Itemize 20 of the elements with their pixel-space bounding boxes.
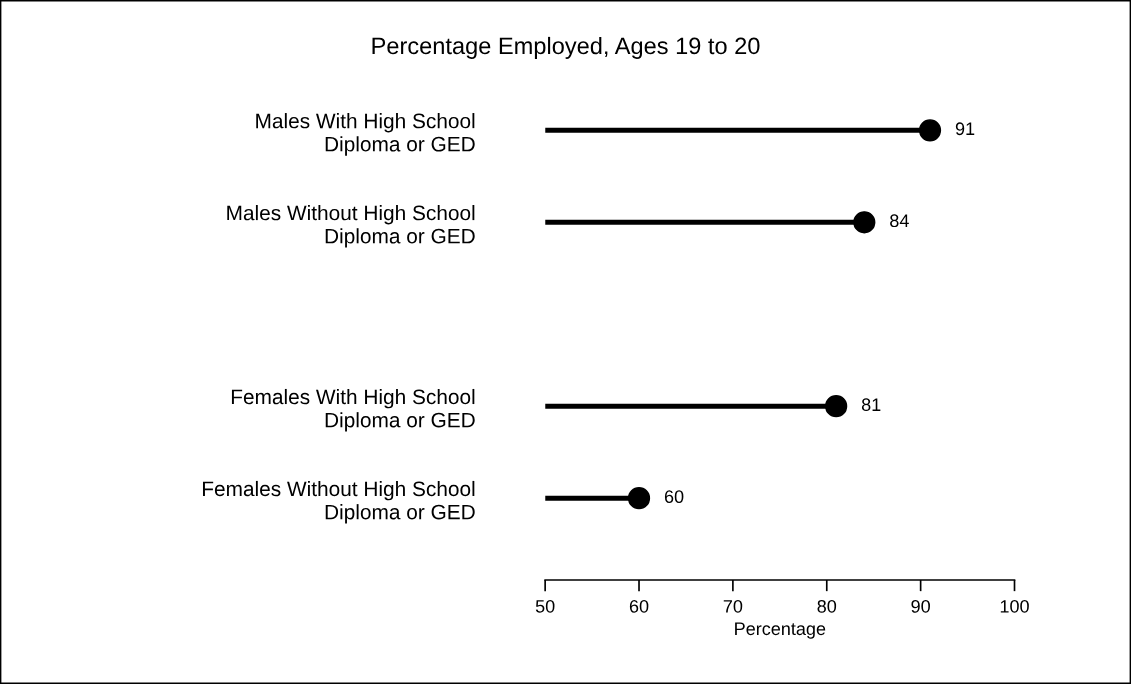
- data-label: 81: [861, 398, 881, 412]
- chart-title: Percentage Employed, Ages 19 to 20: [372, 36, 760, 59]
- x-tick-label: 80: [817, 599, 837, 613]
- point: [825, 395, 848, 418]
- point: [918, 119, 942, 142]
- data-label: 84: [890, 214, 909, 228]
- x-axis-title: Percentage: [735, 622, 826, 639]
- data-label: 60: [664, 490, 684, 504]
- x-tick-label: 70: [723, 599, 743, 613]
- point: [853, 211, 876, 234]
- x-tick-label: 60: [629, 599, 649, 613]
- x-tick-label: 50: [535, 599, 555, 613]
- y-tick-label: Females Without High School Diploma or GED: [203, 480, 475, 524]
- y-tick-label: Females With High School Diploma or GED: [231, 388, 475, 432]
- point: [627, 487, 651, 510]
- x-tick-label: 100: [1000, 599, 1029, 613]
- data-label: 91: [955, 122, 975, 136]
- y-tick-label: Males Without High School Diploma or GED: [227, 205, 475, 248]
- y-tick-label: Males With High School Diploma or GED: [256, 113, 475, 156]
- x-tick-label: 90: [911, 599, 930, 613]
